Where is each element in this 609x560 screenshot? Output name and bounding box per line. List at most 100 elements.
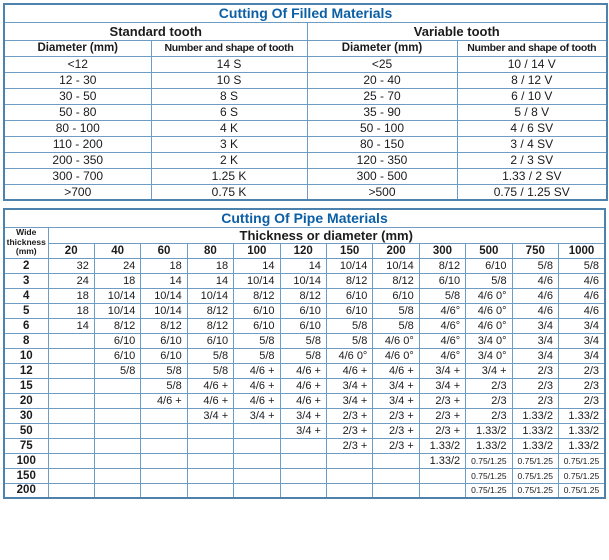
cell <box>279 452 327 469</box>
cell: 4/6 + <box>325 362 374 379</box>
cell: 8/12 <box>233 287 281 304</box>
table-row: 110 - 200 3 K 80 - 150 3 / 4 SV <box>3 135 608 153</box>
group-header-standard-tooth: Standard tooth <box>3 21 308 41</box>
cell: 2/3 + <box>325 407 374 424</box>
filled-table-title: Cutting Of Filled Materials <box>3 3 608 23</box>
cell <box>140 437 188 454</box>
tooth-type-row: Standard tooth Variable tooth <box>3 21 608 41</box>
column-header: 60 <box>140 242 188 259</box>
cell: 0.75/1.25 <box>465 452 513 469</box>
column-header: 300 <box>418 242 467 259</box>
cell: 0.75/1.25 <box>557 452 606 469</box>
cell: 6/10 <box>186 332 235 349</box>
group-header-variable-tooth: Variable tooth <box>306 21 608 41</box>
cell: 1.33/2 <box>557 422 606 439</box>
cell: 0.75/1.25 <box>511 482 559 499</box>
cell: 14 <box>233 257 281 274</box>
row-header: 15 <box>3 377 49 394</box>
cell: 4/6° <box>418 302 467 319</box>
cell: 2/3 + <box>372 437 420 454</box>
row-header: 3 <box>3 272 49 289</box>
cell: 5/8 <box>233 332 281 349</box>
cell: 3/4 + <box>372 392 420 409</box>
column-header: 750 <box>511 242 559 259</box>
cell <box>418 467 467 484</box>
cell: 3/4 <box>557 332 606 349</box>
cell: 5/8 <box>140 362 188 379</box>
cell: 1.33/2 <box>511 422 559 439</box>
thickness-diameter-header: Thickness or diameter (mm) <box>47 226 606 244</box>
cell: 5 / 8 V <box>456 103 608 121</box>
cell: 3/4 + <box>325 377 374 394</box>
cell <box>140 482 188 499</box>
row-header: 10 <box>3 347 49 364</box>
cell: 5/8 <box>511 257 559 274</box>
cell <box>372 467 420 484</box>
cell: 8/12 <box>186 302 235 319</box>
cell <box>140 452 188 469</box>
cell: 10/14 <box>140 287 188 304</box>
cell <box>140 422 188 439</box>
cell <box>47 467 95 484</box>
row-header: 50 <box>3 422 49 439</box>
cell <box>372 452 420 469</box>
cell: 4/6 + <box>233 362 281 379</box>
pipe-table-body: 2 32 24 18 18 14 14 10/14 10/14 8/12 6/10 5/8 5/8 3 24… <box>3 257 606 499</box>
table-row: 30 - 50 8 S 25 - 70 6 / 10 V <box>3 87 608 105</box>
pipe-title-row: Cutting Of Pipe Materials <box>3 208 606 228</box>
cell <box>186 452 235 469</box>
cell <box>47 452 95 469</box>
cell: 6/10 <box>140 347 188 364</box>
cell: 3/4 <box>511 332 559 349</box>
cell: 0.75 / 1.25 SV <box>456 183 608 201</box>
cell: 18 <box>47 287 95 304</box>
cell: 8/12 <box>93 317 142 334</box>
cell: 2 K <box>150 151 308 169</box>
cell: 4 / 6 SV <box>456 119 608 137</box>
row-header: 12 <box>3 362 49 379</box>
table-row: 10 6/10 6/10 5/8 5/8 5/8 4/6 0° 4/6 0° 4/6° 3/4 0… <box>3 347 606 364</box>
cell: 20 - 40 <box>306 71 458 89</box>
cell: 3 K <box>150 135 308 153</box>
cell: 6/10 <box>140 332 188 349</box>
cell: 8/12 <box>325 272 374 289</box>
row-header: 4 <box>3 287 49 304</box>
filled-column-header-row: Diameter (mm) Number and shape of tooth Di… <box>3 39 608 57</box>
cell: 3/4 0° <box>465 332 513 349</box>
cell: 6/10 <box>325 302 374 319</box>
cell: 18 <box>140 257 188 274</box>
cell: 4/6° <box>418 317 467 334</box>
cell: 6/10 <box>233 302 281 319</box>
cell: 50 - 80 <box>3 103 152 121</box>
cell: 2/3 <box>557 377 606 394</box>
row-header: 8 <box>3 332 49 349</box>
table-row: <12 14 S <25 10 / 14 V <box>3 55 608 73</box>
cell: 6/10 <box>418 272 467 289</box>
cell <box>47 407 95 424</box>
column-header: Diameter (mm) <box>3 39 152 57</box>
cell: 6 S <box>150 103 308 121</box>
cell: 24 <box>47 272 95 289</box>
cell <box>93 377 142 394</box>
cell: 2/3 + <box>325 422 374 439</box>
table-row: >700 0.75 K >500 0.75 / 1.25 SV <box>3 183 608 201</box>
cell: 10/14 <box>140 302 188 319</box>
cell: 1.33/2 <box>418 437 467 454</box>
cell: 4/6 + <box>186 392 235 409</box>
pipe-column-header-row: 20 40 60 80 100 120 150 200 300 500 750 1000 <box>4 242 606 259</box>
cell: 4/6 + <box>140 392 188 409</box>
cell: 2/3 <box>465 392 513 409</box>
table-row: 3 24 18 14 14 10/14 10/14 8/12 8/12 6/10 5/8 4/6 4/6 <box>3 272 606 289</box>
cell: 300 - 700 <box>3 167 152 185</box>
row-header: 5 <box>3 302 49 319</box>
cell <box>47 437 95 454</box>
table-row: 12 - 30 10 S 20 - 40 8 / 12 V <box>3 71 608 89</box>
cell: 18 <box>93 272 142 289</box>
cell: 5/8 <box>372 302 420 319</box>
cell: 4 K <box>150 119 308 137</box>
cell: 4/6 + <box>279 392 327 409</box>
cell: 4/6 0° <box>465 287 513 304</box>
column-header: Number and shape of tooth <box>456 39 608 57</box>
cell: 2/3 + <box>372 407 420 424</box>
cell: 4/6 <box>557 272 606 289</box>
